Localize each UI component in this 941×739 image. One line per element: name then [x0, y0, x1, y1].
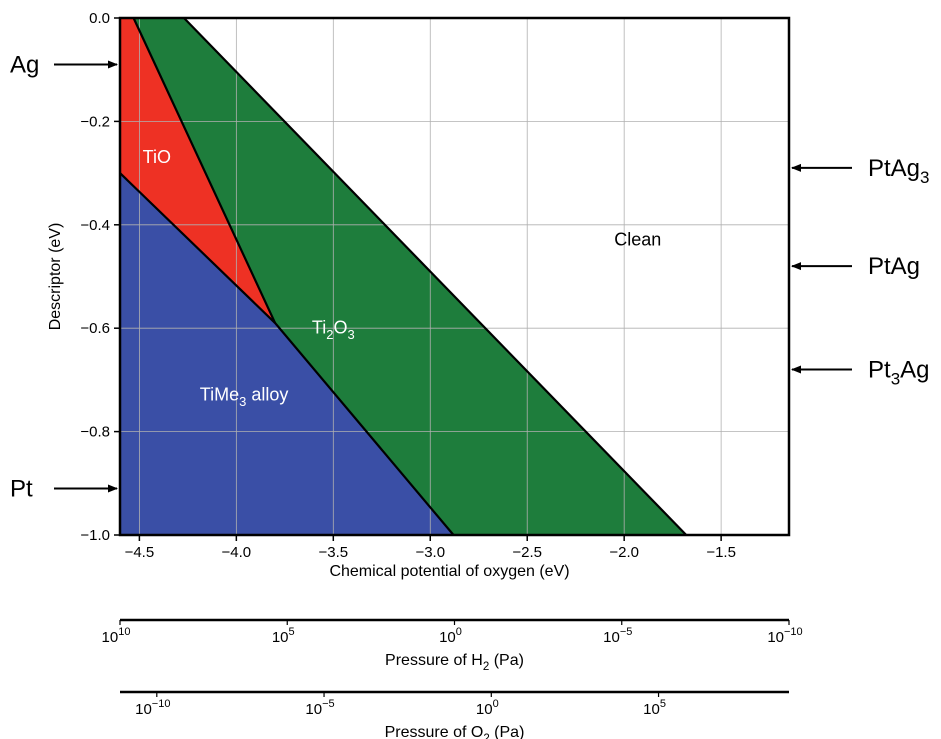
right-marker-label: PtAg3 [868, 155, 930, 187]
axis-ticks: −4.5 −4.0 −3.5 −3.0 −2.5 −2.0 −1.5 0.0 −0.2 −0.4 −… [80, 10, 736, 561]
right-marker-sub: 3 [891, 370, 900, 389]
x-tick-label: −3.0 [415, 544, 445, 561]
pressure-axis-label-sub: 2 [483, 733, 489, 739]
right-marker-base: PtAg [868, 155, 920, 182]
region-ti [133, 18, 687, 535]
pressure-axis-label-base: Pressure of H [385, 652, 483, 669]
pressure-tick-label: 105 [643, 698, 666, 718]
y-tick-label: −0.2 [80, 113, 110, 130]
region-label-time: TiMe3 alloy [200, 385, 289, 409]
left-marker-label: Pt [10, 475, 33, 502]
region-label-ti: Ti2O3 [312, 317, 355, 341]
phase-boundaries [119, 17, 688, 536]
y-tick-label: −0.4 [80, 217, 110, 234]
pressure-tick-base: 10 [439, 629, 456, 646]
pressure-tick-base: 10 [102, 629, 119, 646]
y-tick-label: −1.0 [80, 527, 110, 544]
pressure-tick-base: 10 [476, 701, 493, 718]
x-tick-label: −2.0 [609, 544, 639, 561]
pressure-tick-base: 10 [767, 629, 784, 646]
x-tick-label: −3.5 [318, 544, 348, 561]
pressure-tick-label: 105 [272, 626, 295, 646]
right-marker-label: PtAg [868, 253, 920, 280]
region-label-time-sub: 3 [239, 394, 246, 409]
x-tick-label: −2.5 [512, 544, 542, 561]
pressure-axis-label: Pressure of H2 (Pa) [385, 652, 524, 673]
region-label-ti-sub2: 3 [347, 327, 354, 342]
pressure-tick-base: 10 [135, 701, 152, 718]
pressure-tick-exp: 5 [660, 698, 666, 710]
pressure-tick-exp: 0 [493, 698, 499, 710]
pressure-tick-base: 10 [272, 629, 289, 646]
pressure-tick-exp: −5 [322, 698, 335, 710]
pressure-tick-base: 10 [305, 701, 322, 718]
pressure-tick-exp: 10 [118, 626, 130, 638]
pressure-tick-label: 10−10 [135, 698, 170, 718]
pressure-tick-label: 100 [476, 698, 499, 718]
y-tick-label: −0.8 [80, 424, 110, 441]
pressure-tick-label: 10−10 [767, 626, 802, 646]
pressure-tick-label: 10−5 [603, 626, 632, 646]
phase-regions [120, 18, 687, 535]
right-marker-sub: 3 [920, 168, 929, 187]
pressure-tick-base: 10 [643, 701, 660, 718]
pressure-axis-label-tail: (Pa) [489, 652, 524, 669]
x-tick-label: −4.0 [222, 544, 252, 561]
x-tick-label: −4.5 [125, 544, 155, 561]
left-marker-label: Ag [10, 52, 39, 79]
region-label-clean: Clean [614, 229, 661, 249]
region-label-tio: TiO [143, 147, 171, 167]
pressure-tick-exp: 5 [289, 626, 295, 638]
region-label-ti-tail: O [333, 317, 347, 337]
plot-frame [118, 16, 791, 537]
region-time [120, 173, 454, 535]
pressure-axis-label-sub: 2 [483, 661, 489, 673]
region-label-tio-base: TiO [143, 147, 171, 167]
pressure-tick-exp: −5 [620, 626, 633, 638]
y-tick-label: −0.6 [80, 320, 110, 337]
region-label-time-base: TiMe [200, 385, 239, 405]
right-marker-label: Pt3Ag [868, 357, 930, 389]
x-axis-label: Chemical potential of oxygen (eV) [329, 563, 569, 580]
pressure-tick-exp: −10 [784, 626, 803, 638]
pressure-tick-label: 1010 [102, 626, 131, 646]
boundary-line [119, 172, 455, 536]
boundary-line [132, 17, 277, 324]
right-marker-tail: Ag [900, 357, 929, 384]
pressure-tick-label: 10−5 [305, 698, 334, 718]
pressure-tick-base: 10 [603, 629, 620, 646]
right-marker-base: PtAg [868, 253, 920, 280]
x-tick-label: −1.5 [706, 544, 736, 561]
boundary-line [183, 17, 688, 536]
y-tick-label: 0.0 [89, 10, 110, 27]
pressure-axis-label-base: Pressure of O [385, 724, 484, 739]
region-label-ti-base: Ti [312, 317, 326, 337]
region-label-time-tail: alloy [246, 385, 288, 405]
pressure-axis-label: Pressure of O2 (Pa) [385, 724, 525, 739]
pressure-tick-exp: 0 [456, 626, 462, 638]
y-axis-label: Descriptor (eV) [47, 223, 64, 331]
pressure-tick-exp: −10 [152, 698, 171, 710]
region-label-ti-sub: 2 [326, 327, 333, 342]
pressure-axis-label-tail: (Pa) [490, 724, 525, 739]
right-marker-base: Pt [868, 357, 891, 384]
pressure-tick-label: 100 [439, 626, 462, 646]
region-label-clean-base: Clean [614, 229, 661, 249]
